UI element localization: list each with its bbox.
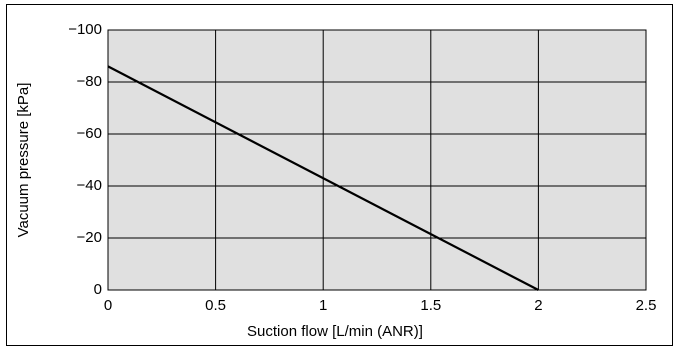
x-tick-label: 2.5: [636, 297, 657, 314]
x-tick-label: 1: [319, 297, 327, 314]
x-tick-label: 0: [104, 297, 112, 314]
y-tick-label: 0: [94, 281, 102, 298]
data-line: [107, 65, 539, 291]
y-tick-label: −60: [77, 125, 102, 142]
x-tick-label: 0.5: [205, 297, 226, 314]
plot-border: [107, 29, 647, 291]
frame: [6, 4, 673, 346]
y-tick-label: −100: [68, 21, 102, 38]
x-tick-label: 2: [534, 297, 542, 314]
y-axis-label: Vacuum pressure [kPa]: [15, 83, 32, 238]
x-tick-label: 1.5: [420, 297, 441, 314]
y-tick-label: −80: [77, 73, 102, 90]
y-tick-label: −40: [77, 177, 102, 194]
plot-area: [108, 30, 646, 290]
y-tick-label: −20: [77, 229, 102, 246]
x-axis-label: Suction flow [L/min (ANR)]: [247, 323, 423, 340]
